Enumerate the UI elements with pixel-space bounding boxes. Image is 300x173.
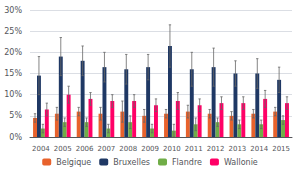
svg-text:Belgique: Belgique (56, 158, 91, 167)
svg-text:0%: 0% (9, 133, 22, 142)
svg-text:2004: 2004 (32, 145, 50, 153)
svg-text:Bruxelles: Bruxelles (113, 158, 150, 167)
svg-text:5%: 5% (9, 111, 22, 120)
svg-text:20%: 20% (4, 48, 22, 57)
svg-text:2005: 2005 (54, 145, 72, 153)
svg-text:2014: 2014 (250, 145, 268, 153)
svg-text:2012: 2012 (207, 145, 225, 153)
svg-text:Wallonie: Wallonie (224, 158, 258, 167)
svg-text:2008: 2008 (119, 145, 137, 153)
svg-text:Flandre: Flandre (172, 158, 202, 167)
svg-text:2013: 2013 (229, 145, 247, 153)
svg-text:30%: 30% (4, 6, 22, 15)
svg-text:25%: 25% (4, 27, 22, 36)
svg-text:15%: 15% (4, 69, 22, 78)
svg-text:2006: 2006 (76, 145, 94, 153)
svg-text:2007: 2007 (98, 145, 116, 153)
svg-text:2009: 2009 (141, 145, 159, 153)
svg-text:10%: 10% (4, 90, 22, 99)
svg-text:2011: 2011 (185, 145, 203, 153)
svg-text:2010: 2010 (163, 145, 181, 153)
svg-text:2015: 2015 (272, 145, 290, 153)
